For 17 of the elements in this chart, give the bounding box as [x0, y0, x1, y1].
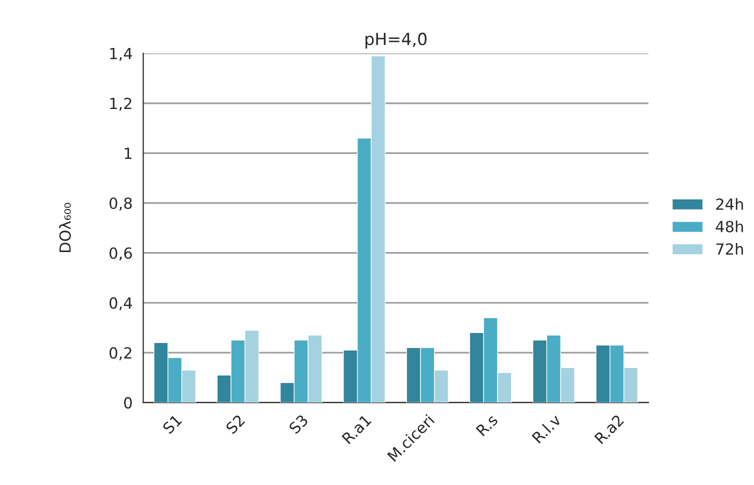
x-tick-label: S2 [225, 414, 246, 434]
y-tick-label: 0,4 [110, 297, 132, 310]
y-tick-label: 1,2 [110, 98, 132, 111]
x-tick-label: S1 [162, 414, 182, 434]
legend-label: 72h [716, 242, 743, 255]
chart-title: pH=4,0 [366, 32, 427, 48]
y-tick-label: 0,6 [110, 247, 132, 260]
x-tick-label: R.s [476, 414, 498, 436]
y-tick-label: 1 [124, 148, 132, 159]
y-tick-label: 0,8 [110, 197, 132, 211]
y-tick-label: 0 [124, 397, 132, 409]
y-axis-title: DOλ₆₀₀ [59, 202, 71, 252]
y-tick-label: 0,2 [110, 347, 132, 360]
legend-label: 48h [716, 220, 743, 232]
legend-label: 24h [716, 198, 743, 210]
y-tick-label: 1,4 [110, 48, 132, 61]
x-tick-label: S3 [288, 414, 309, 434]
